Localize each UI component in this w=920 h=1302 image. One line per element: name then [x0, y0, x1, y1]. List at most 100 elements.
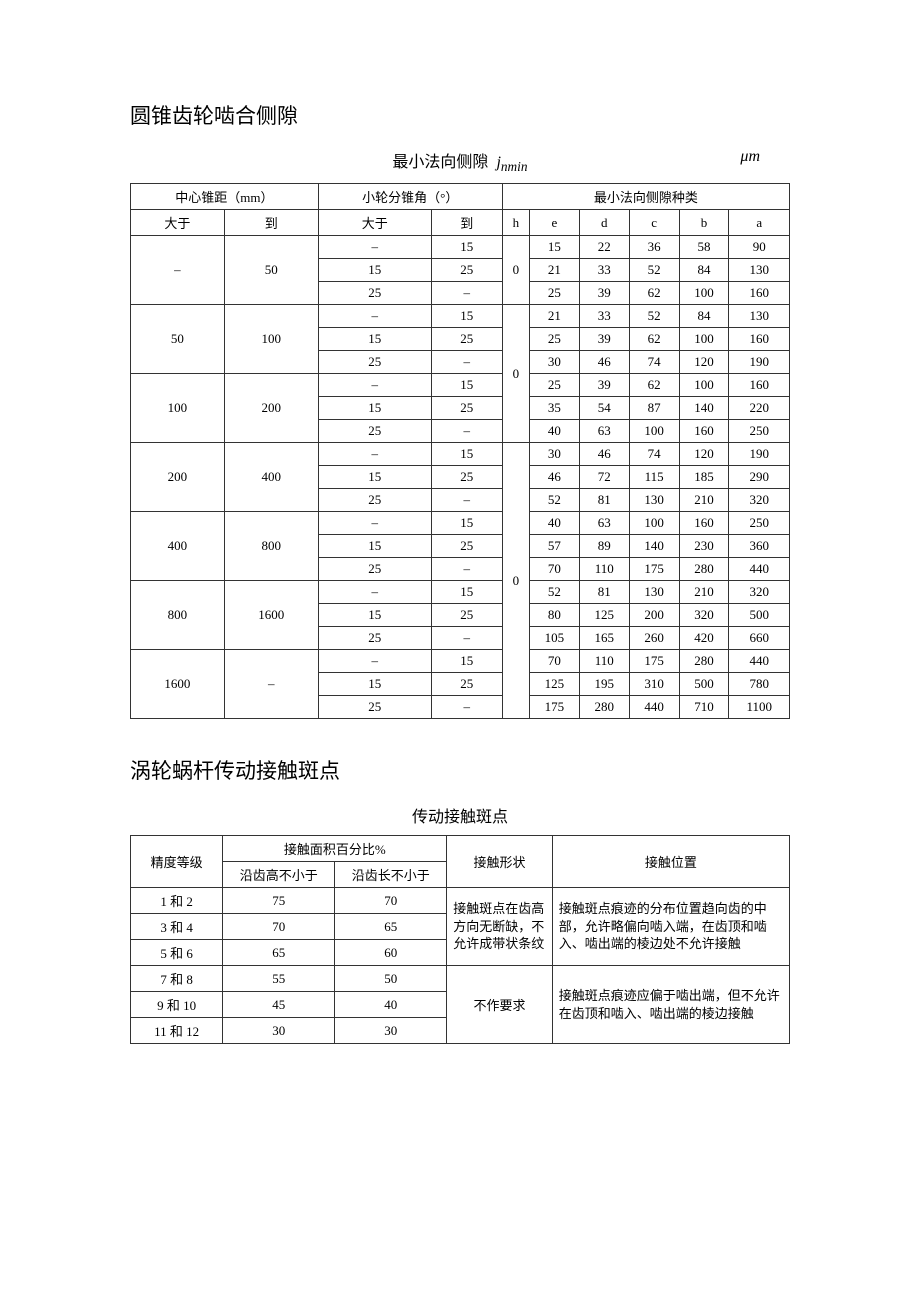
cell: 125 [529, 673, 579, 696]
cell: 320 [729, 489, 790, 512]
cell: – [431, 696, 502, 719]
cell: 195 [579, 673, 629, 696]
cell: 30 [335, 1018, 447, 1044]
cell: 25 [529, 374, 579, 397]
cell: 7 和 8 [131, 966, 223, 992]
cell: 40 [529, 512, 579, 535]
cell-to: 200 [224, 374, 318, 443]
cell: 15 [431, 581, 502, 604]
cell: 11 和 12 [131, 1018, 223, 1044]
cell: 74 [629, 351, 679, 374]
cell: 160 [729, 328, 790, 351]
cell: 310 [629, 673, 679, 696]
cell: 15 [318, 397, 431, 420]
cell: 25 [318, 282, 431, 305]
cell: – [318, 236, 431, 259]
cell: 65 [335, 914, 447, 940]
cell: 15 [318, 466, 431, 489]
cell: 58 [679, 236, 729, 259]
cell: 220 [729, 397, 790, 420]
cell: 63 [579, 420, 629, 443]
cell: 57 [529, 535, 579, 558]
pos-cell-1: 接触斑点痕迹的分布位置趋向齿的中部，允许略偏向啮入端，在齿顶和啮入、啮出端的棱边… [552, 888, 789, 966]
th-area: 接触面积百分比% [223, 836, 447, 862]
table1-title-row: 最小法向侧隙 jnmin μm [130, 148, 790, 175]
cell: 105 [529, 627, 579, 650]
cell: 74 [629, 443, 679, 466]
th-to: 到 [224, 210, 318, 236]
cell: – [431, 351, 502, 374]
cell: 39 [579, 282, 629, 305]
th-bgt: 大于 [318, 210, 431, 236]
cell: 1 和 2 [131, 888, 223, 914]
cell: 30 [529, 351, 579, 374]
cell: 15 [318, 604, 431, 627]
cell: 25 [318, 489, 431, 512]
cell: 75 [223, 888, 335, 914]
cell: 72 [579, 466, 629, 489]
cell: 110 [579, 650, 629, 673]
cell: 250 [729, 512, 790, 535]
cell: 70 [335, 888, 447, 914]
cell: 320 [729, 581, 790, 604]
cell: 22 [579, 236, 629, 259]
cell: 33 [579, 259, 629, 282]
cell: 90 [729, 236, 790, 259]
cell: 52 [629, 305, 679, 328]
th-c: c [629, 210, 679, 236]
cell: 87 [629, 397, 679, 420]
th-center-cone: 中心锥距（mm） [131, 184, 319, 210]
cell: 120 [679, 351, 729, 374]
cell: 130 [729, 305, 790, 328]
cell: 115 [629, 466, 679, 489]
table-row: 50100–15021335284130 [131, 305, 790, 328]
cell: 25 [431, 397, 502, 420]
cell: 25 [431, 328, 502, 351]
cell: 15 [431, 236, 502, 259]
table-row: 200400–150304674120190 [131, 443, 790, 466]
cell: 25 [431, 466, 502, 489]
cell: 15 [431, 650, 502, 673]
cell: 500 [729, 604, 790, 627]
cell: 81 [579, 581, 629, 604]
cell: 100 [679, 374, 729, 397]
cell: 25 [529, 282, 579, 305]
contact-table: 精度等级 接触面积百分比% 接触形状 接触位置 沿齿高不小于 沿齿长不小于 1 … [130, 835, 790, 1044]
cell: 250 [729, 420, 790, 443]
cell: 30 [529, 443, 579, 466]
cell: 290 [729, 466, 790, 489]
cell: 40 [335, 992, 447, 1018]
cell-to: 50 [224, 236, 318, 305]
cell-to: 400 [224, 443, 318, 512]
cell: 160 [679, 420, 729, 443]
cell: 100 [679, 328, 729, 351]
cell: 260 [629, 627, 679, 650]
cell: 280 [679, 650, 729, 673]
cell: 80 [529, 604, 579, 627]
cell: – [318, 305, 431, 328]
cell: 39 [579, 374, 629, 397]
cell: 25 [318, 351, 431, 374]
th-a: a [729, 210, 790, 236]
cell: 130 [629, 581, 679, 604]
th-b: b [679, 210, 729, 236]
cell-h: 0 [502, 305, 529, 443]
cell: 62 [629, 328, 679, 351]
cell: – [431, 627, 502, 650]
table-row: –50–1501522365890 [131, 236, 790, 259]
cell: – [318, 374, 431, 397]
cell: 36 [629, 236, 679, 259]
cell: 15 [318, 328, 431, 351]
clearance-table: 中心锥距（mm） 小轮分锥角（°） 最小法向侧隙种类 大于 到 大于 到 h e… [130, 183, 790, 719]
cell-to: 800 [224, 512, 318, 581]
cell: 120 [679, 443, 729, 466]
cell: 39 [579, 328, 629, 351]
shape-cell-1: 接触斑点在齿高方向无断缺，不允许成带状条纹 [447, 888, 552, 966]
cell: – [431, 489, 502, 512]
cell: 175 [629, 558, 679, 581]
th-height: 沿齿高不小于 [223, 862, 335, 888]
cell: 54 [579, 397, 629, 420]
cell: 160 [729, 282, 790, 305]
cell: 3 和 4 [131, 914, 223, 940]
shape-cell-2: 不作要求 [447, 966, 552, 1044]
